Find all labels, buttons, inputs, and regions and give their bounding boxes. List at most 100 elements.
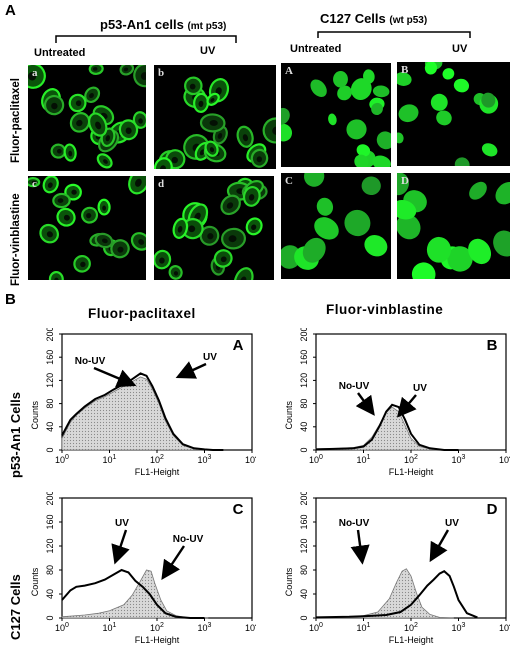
cells-d — [154, 177, 268, 280]
cell — [118, 119, 139, 141]
cell — [426, 236, 451, 263]
micrograph-c: c — [28, 176, 146, 280]
x-tick-label: 103 — [452, 622, 466, 633]
cell — [242, 185, 261, 207]
x-tick-label: 103 — [452, 454, 466, 465]
cell — [245, 217, 263, 236]
cell — [94, 232, 114, 249]
col-label-2: UV — [200, 45, 216, 57]
panel-tag-b: b — [158, 67, 165, 79]
cell — [495, 182, 510, 205]
group-brackets — [55, 31, 471, 43]
y-tick-label: 80 — [45, 399, 55, 409]
panel-letter: C — [233, 501, 244, 518]
panel-tag-C: C — [285, 175, 293, 187]
cell — [50, 143, 67, 159]
y-tick-label: 120 — [45, 373, 55, 388]
cell — [354, 154, 369, 167]
y-tick-label: 160 — [299, 514, 309, 529]
cell — [250, 148, 269, 168]
cell — [96, 153, 113, 169]
cell — [48, 270, 64, 280]
cell — [172, 217, 189, 239]
x-tick-label: 102 — [404, 622, 418, 633]
cell — [128, 176, 146, 195]
y-tick-label: 80 — [45, 565, 55, 575]
x-tick-label: 103 — [198, 622, 212, 633]
x-axis-label: FL1-Height — [389, 635, 434, 645]
cell — [220, 194, 241, 216]
panel-tag-A: A — [285, 65, 293, 77]
micrograph-D: D — [397, 173, 510, 279]
cell — [119, 65, 135, 76]
cell — [184, 76, 203, 96]
cells-C — [281, 173, 388, 270]
histogram-B: 0 40 80 120 160 200 100 101 102 103 104 FL1-Height C… — [284, 328, 510, 477]
panel-tag-B: B — [401, 64, 409, 76]
cell — [371, 102, 383, 116]
annotation-arrow — [429, 529, 450, 563]
annotation-arrow — [350, 529, 370, 565]
y-axis-label: Counts — [284, 567, 294, 596]
cell — [110, 239, 130, 259]
row-label-paclitaxel: Fluor-paclitaxel — [10, 78, 22, 163]
cell — [337, 85, 352, 101]
x-tick-label: 101 — [103, 622, 117, 633]
series-uv-line — [61, 372, 224, 451]
col-label-3: Untreated — [290, 43, 342, 55]
micrograph-d: d — [154, 176, 274, 280]
x-axis-label: FL1-Height — [135, 467, 180, 477]
cell — [304, 173, 325, 187]
y-tick-label: 160 — [45, 514, 55, 529]
annotation-arrow — [93, 366, 137, 388]
x-tick-label: 102 — [150, 454, 164, 465]
y-axis-label: Counts — [30, 567, 40, 596]
annotation-uv: UV — [413, 383, 427, 394]
y-tick-label: 200 — [299, 492, 309, 506]
panel-tag-a: a — [32, 67, 38, 79]
x-tick-label: 104 — [499, 622, 510, 633]
micrograph-C: C — [281, 173, 391, 279]
annotation-no-uv: No-UV — [339, 518, 370, 529]
annotation-uv: UV — [445, 518, 459, 529]
group-left-title: p53-An1 cells (mt p53) — [100, 17, 226, 32]
annotation-arrow — [396, 394, 417, 418]
col-title-vinblastine: Fluor-vinblastine — [326, 302, 444, 317]
cell — [397, 72, 412, 86]
series-uv-line — [315, 403, 459, 451]
group-left-name: p53-An1 cells — [100, 17, 184, 32]
cell — [302, 237, 326, 263]
y-tick-label: 160 — [45, 350, 55, 365]
y-tick-label: 40 — [299, 422, 309, 432]
y-tick-label: 40 — [45, 589, 55, 599]
cell — [453, 78, 470, 93]
cell — [397, 214, 421, 240]
cell — [81, 206, 99, 224]
cell — [133, 65, 146, 88]
cell — [130, 232, 146, 251]
cell — [281, 107, 290, 125]
x-tick-label: 104 — [245, 454, 256, 465]
histogram-D: 0 40 80 120 160 200 100 101 102 103 104 FL1-Height C… — [284, 492, 510, 645]
y-tick-label: 0 — [45, 615, 55, 620]
annotation-uv: UV — [115, 518, 129, 529]
y-axis-label: Counts — [284, 400, 294, 429]
cell — [88, 65, 104, 75]
cell — [356, 144, 371, 157]
cell — [468, 238, 492, 265]
annotation-arrow — [161, 545, 185, 580]
y-tick-label: 200 — [45, 492, 55, 506]
row-title-c127: C127 Cells — [8, 574, 23, 640]
cell — [213, 249, 233, 268]
cell — [436, 110, 452, 126]
cell — [97, 198, 111, 216]
series-uv-line — [315, 569, 478, 619]
x-tick-label: 101 — [357, 622, 371, 633]
y-tick-label: 80 — [299, 399, 309, 409]
part-b-letter: B — [5, 291, 16, 308]
cell — [168, 265, 183, 280]
cell — [206, 92, 220, 106]
cell — [333, 71, 348, 88]
cell — [132, 111, 146, 129]
cell — [281, 245, 301, 269]
